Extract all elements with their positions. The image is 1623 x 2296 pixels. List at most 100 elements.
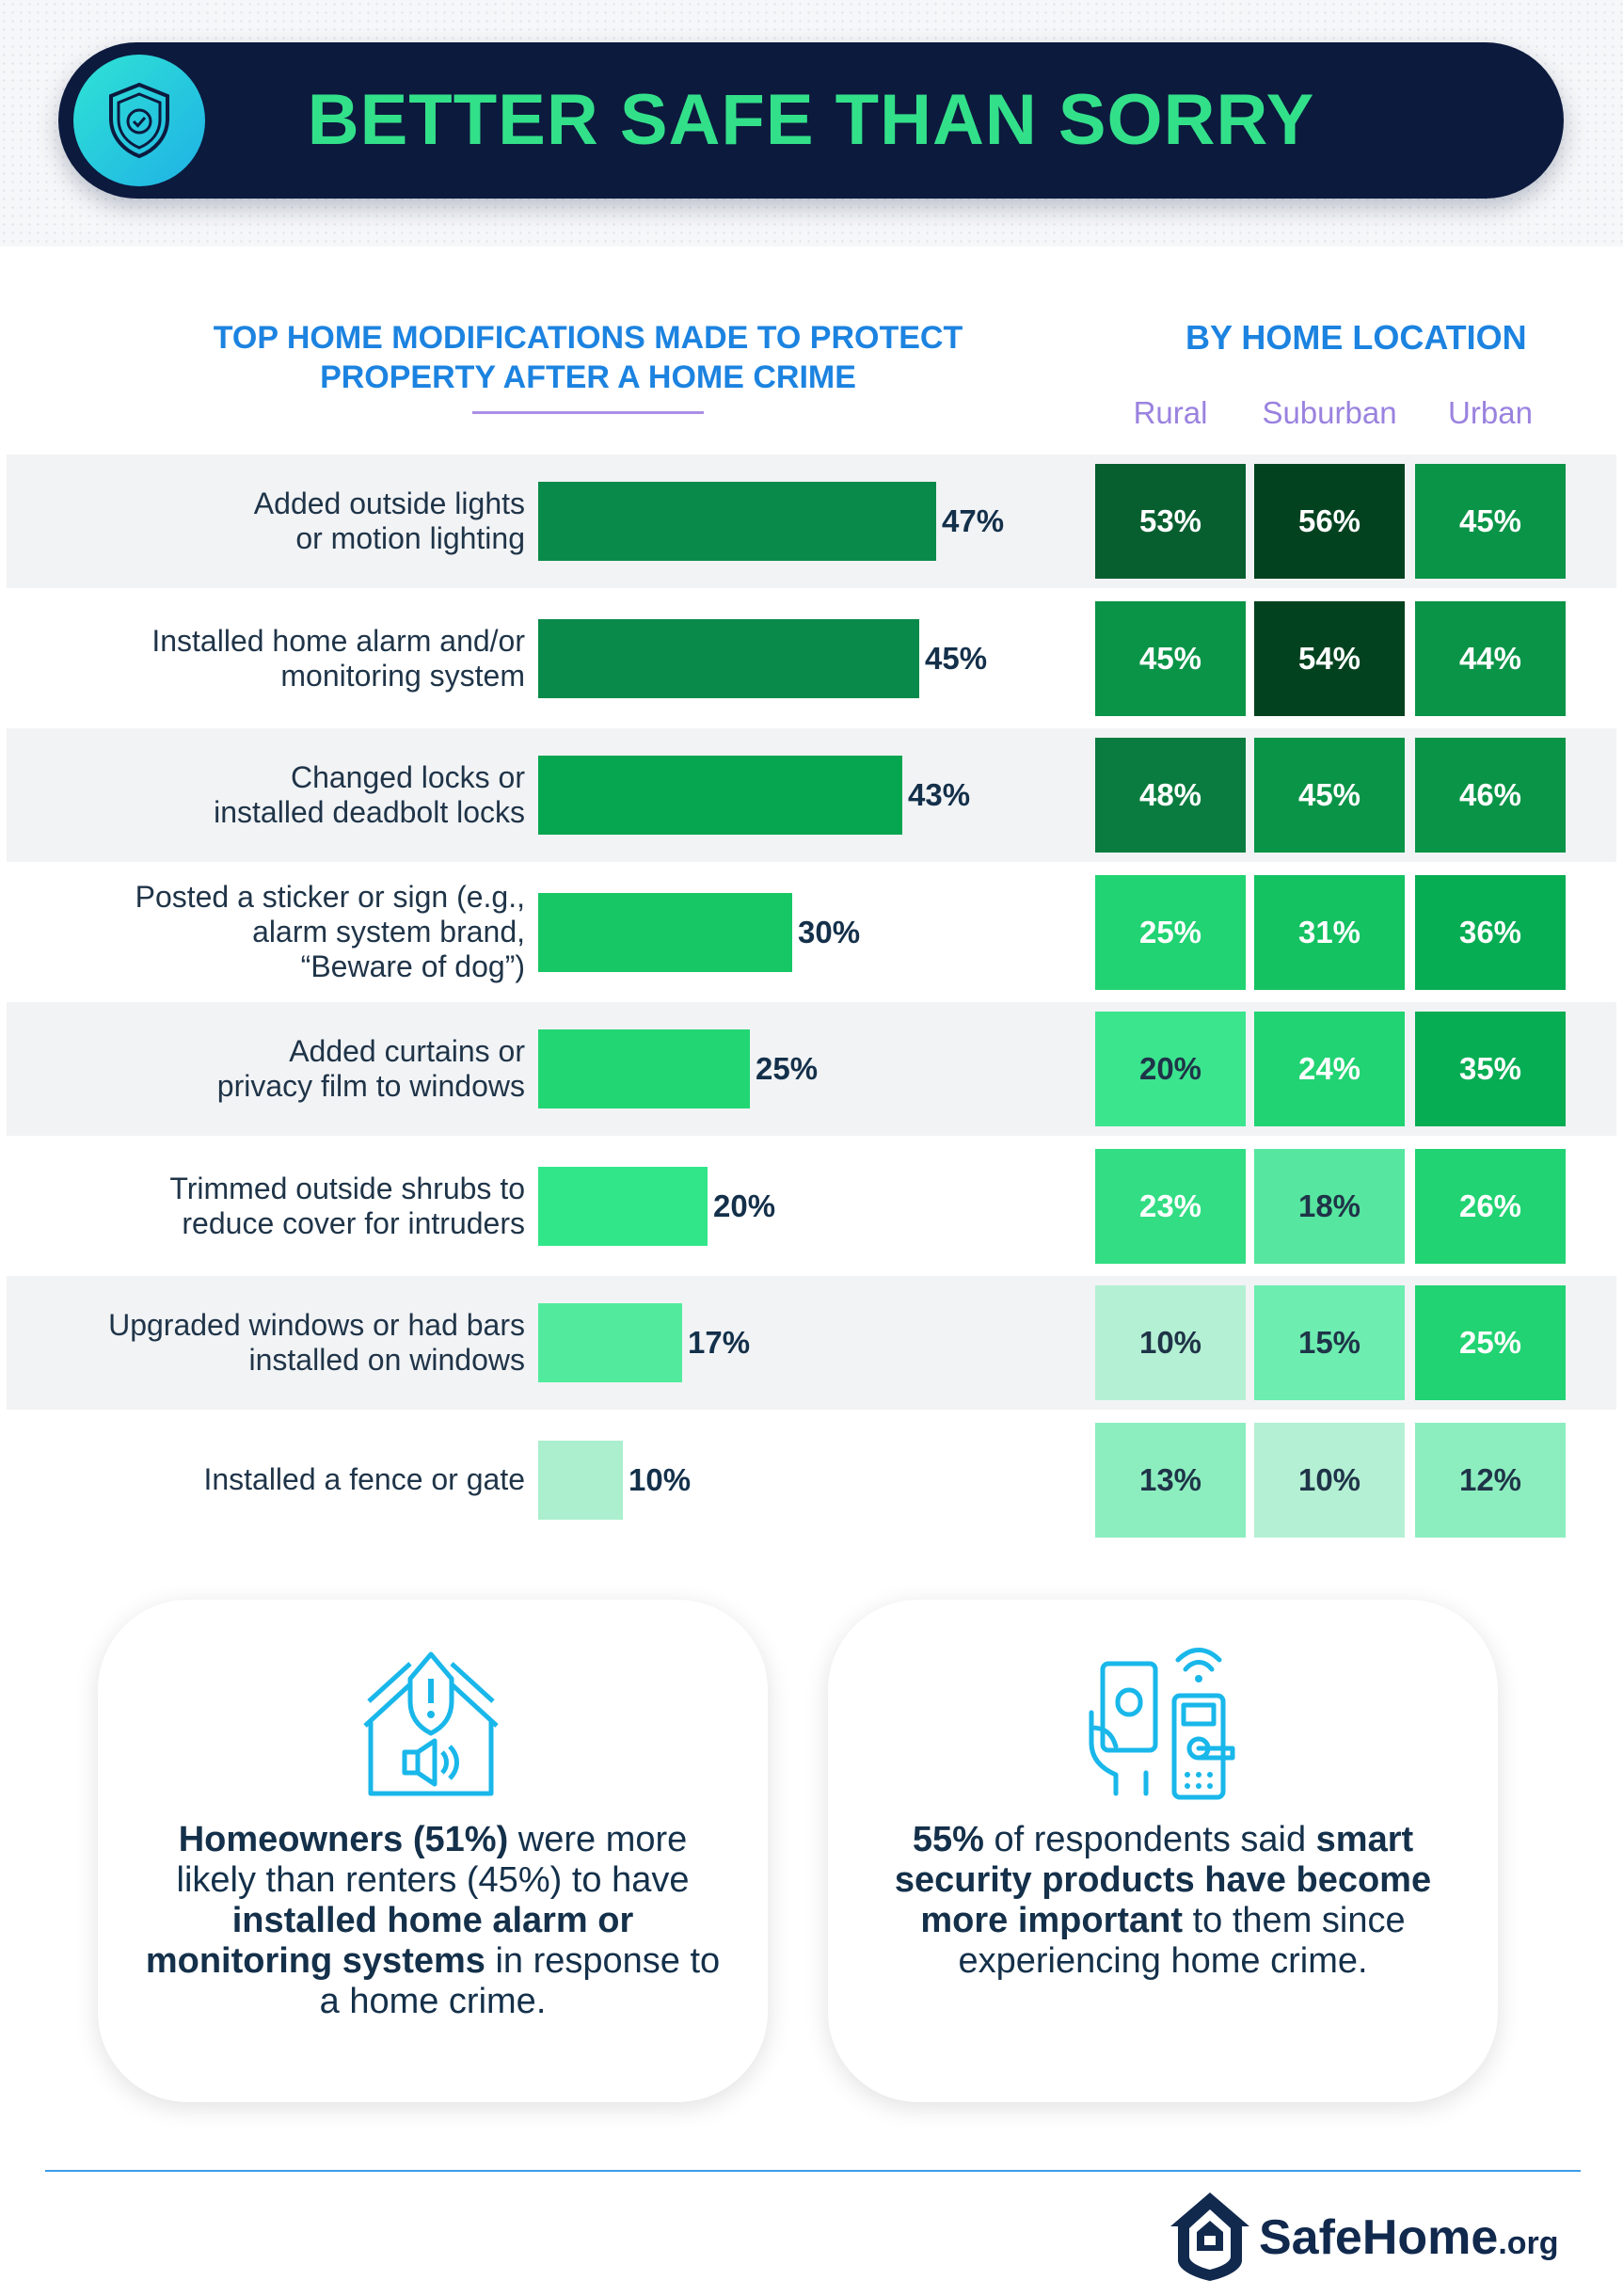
category-label-line: Added curtains or — [289, 1034, 525, 1068]
bar — [538, 892, 792, 972]
heatmap-cell: 25% — [1095, 874, 1246, 990]
bar — [538, 1166, 708, 1246]
category-label: Upgraded windows or had bars installed on… — [19, 1276, 525, 1410]
heatmap-cell: 48% — [1095, 738, 1246, 853]
bar-value-label: 47% — [942, 503, 1005, 538]
category-label: Added outside lights or motion lighting — [19, 454, 525, 588]
bar-value-label: 25% — [756, 1051, 819, 1086]
category-label-line: “Beware of dog”) — [300, 949, 525, 983]
category-label-line: reduce cover for intruders — [182, 1205, 525, 1240]
callout-text-bold: smart security products have become more… — [894, 1820, 1432, 1940]
logo-name: SafeHome — [1259, 2210, 1499, 2265]
callout-text-bold: installed home alarm or monitoring syste… — [145, 1901, 634, 1981]
heatmap-cell: 13% — [1095, 1422, 1246, 1538]
chart-title: TOP HOME MODIFICATIONS MADE TO PROTECT P… — [179, 318, 997, 397]
heatmap-title: BY HOME LOCATION — [1185, 318, 1527, 357]
category-label-line: Trimmed outside shrubs to — [169, 1171, 525, 1205]
column-header-suburban: Suburban — [1262, 395, 1397, 430]
category-label-text: Upgraded windows or had bars installed on… — [108, 1308, 525, 1378]
callout-text-bold: 55% — [912, 1820, 984, 1859]
shield-badge — [73, 55, 205, 186]
house-shield-logo-icon — [1170, 2192, 1249, 2281]
heatmap-cell: 25% — [1415, 1285, 1566, 1400]
bar — [538, 756, 902, 835]
category-label-line: privacy film to windows — [216, 1069, 525, 1103]
category-label-text: Trimmed outside shrubs to reduce cover fo… — [169, 1172, 525, 1241]
heatmap-cell: 46% — [1415, 738, 1566, 853]
heatmap-cell: 45% — [1254, 738, 1405, 853]
callout-text-homeowners: Homeowners (51%) were more likely than r… — [135, 1820, 730, 2022]
smart-lock-phone-icon — [1089, 1648, 1235, 1800]
category-label-text: Added outside lights or motion lighting — [254, 486, 525, 556]
logo-text: SafeHome.org — [1259, 2209, 1559, 2266]
heatmap-cell: 20% — [1095, 1012, 1246, 1126]
heatmap-cell: 54% — [1254, 600, 1405, 716]
heatmap-cell: 10% — [1254, 1422, 1405, 1538]
title-underline — [472, 411, 704, 414]
bar — [538, 1303, 682, 1382]
bar-value-label: 43% — [908, 777, 971, 812]
bar — [538, 1029, 750, 1108]
shield-check-icon — [109, 82, 169, 159]
callout-text-span: to them since experiencing home crime. — [958, 1901, 1406, 1981]
category-label-line: alarm system brand, — [252, 915, 525, 949]
callout-homeowners: Homeowners (51%) were more likely than r… — [98, 1600, 768, 2102]
heatmap-cell: 24% — [1254, 1012, 1405, 1126]
heatmap-cell: 53% — [1095, 464, 1246, 579]
column-header-rural: Rural — [1133, 395, 1208, 430]
bar — [538, 618, 919, 698]
heatmap-cell: 35% — [1415, 1012, 1566, 1126]
category-label-line: Posted a sticker or sign (e.g., — [135, 880, 525, 914]
category-label-line: Installed home alarm and/or — [151, 623, 525, 658]
category-label-line: or motion lighting — [295, 521, 525, 555]
heatmap-cell: 45% — [1095, 600, 1246, 716]
category-label: Changed locks or installed deadbolt locks — [19, 728, 525, 862]
category-label-text: Installed home alarm and/or monitoring sy… — [151, 624, 525, 694]
heatmap-cell: 56% — [1254, 464, 1405, 579]
title-banner — [58, 42, 1564, 199]
heatmap-cell: 10% — [1095, 1285, 1246, 1400]
bar — [538, 482, 936, 561]
house-alarm-icon — [363, 1651, 499, 1796]
logo: SafeHome.org — [1167, 2189, 1581, 2283]
category-label-line: Upgraded windows or had bars — [108, 1308, 525, 1342]
logo-suffix: .org — [1498, 2225, 1559, 2261]
category-label-text: Added curtains or privacy film to windows — [217, 1034, 525, 1104]
category-label-line: Added outside lights — [253, 486, 525, 520]
bar-value-label: 17% — [688, 1325, 751, 1360]
category-label-line: Changed locks or — [290, 760, 525, 794]
heatmap-cell: 45% — [1415, 464, 1566, 579]
heatmap-cell: 15% — [1254, 1285, 1405, 1400]
callout-text-span: were more likely than renters (45%) to h… — [176, 1820, 690, 1900]
heatmap-cell: 26% — [1415, 1148, 1566, 1264]
heatmap-cell: 36% — [1415, 874, 1566, 990]
heatmap-cell: 12% — [1415, 1422, 1566, 1538]
category-label: Posted a sticker or sign (e.g., alarm sys… — [19, 866, 525, 999]
column-header-urban: Urban — [1448, 395, 1533, 430]
callout-text-smart-security: 55% of respondents said smart security p… — [866, 1820, 1460, 1982]
chart-title-line-1: TOP HOME MODIFICATIONS MADE TO PROTECT — [213, 320, 963, 356]
callout-text-span: of respondents said — [983, 1820, 1316, 1859]
bar-value-label: 45% — [925, 640, 988, 676]
bar-value-label: 20% — [713, 1188, 776, 1223]
chart-title-line-2: PROPERTY AFTER A HOME CRIME — [320, 359, 856, 395]
category-label: Added curtains or privacy film to windows — [19, 1002, 525, 1136]
heatmap-cell: 44% — [1415, 600, 1566, 716]
category-label: Installed a fence or gate — [19, 1413, 525, 1547]
category-label-text: Installed a fence or gate — [203, 1462, 525, 1497]
category-label: Installed home alarm and/or monitoring sy… — [19, 592, 525, 725]
footer-divider — [45, 2170, 1581, 2172]
category-label-line: Installed a fence or gate — [203, 1462, 525, 1496]
callout-smart-security: 55% of respondents said smart security p… — [828, 1600, 1498, 2102]
callout-text-bold: Homeowners (51%) — [178, 1820, 509, 1859]
bar-value-label: 30% — [798, 914, 861, 949]
category-label-line: installed on windows — [248, 1343, 526, 1377]
category-label-line: installed deadbolt locks — [214, 795, 525, 829]
category-label-line: monitoring system — [280, 658, 525, 693]
bar-value-label: 10% — [629, 1461, 692, 1497]
page-title: BETTER SAFE THAN SORRY — [307, 80, 1315, 160]
category-label-text: Posted a sticker or sign (e.g., alarm sys… — [135, 880, 525, 984]
callout-text-span: in response to a home crime. — [319, 1941, 721, 2021]
bar — [538, 1440, 623, 1520]
category-label-text: Changed locks or installed deadbolt locks — [214, 760, 525, 830]
